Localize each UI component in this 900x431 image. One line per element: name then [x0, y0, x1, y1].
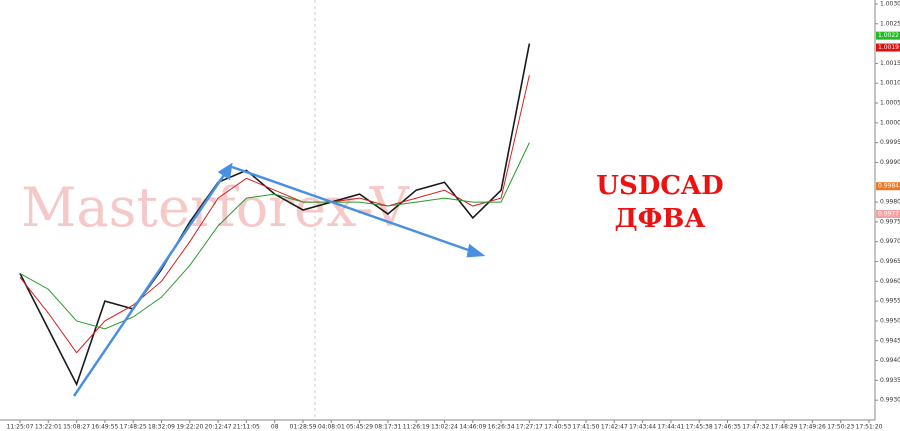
x-tick-label: 17:48:29 [771, 424, 798, 431]
x-tick-label: 13:02:24 [431, 424, 458, 431]
x-tick-label: 13:22:01 [35, 424, 62, 431]
x-tick-label: 15:08:27 [63, 424, 90, 431]
price-tag [876, 209, 900, 218]
x-tick-label: 17:47:32 [742, 424, 769, 431]
price-tag-label: 0.9977 [878, 210, 899, 217]
y-tick-label: 0.9975 [880, 218, 900, 225]
x-tick-label: 11:25:07 [7, 424, 34, 431]
x-tick-label: 17:49:26 [799, 424, 826, 431]
x-tick-label: 17:48:25 [120, 424, 147, 431]
x-tick-label: 16:49:55 [91, 424, 118, 431]
y-tick-label: 0.9970 [880, 238, 900, 245]
price-tag [876, 31, 900, 40]
x-tick-label: 11:26:19 [403, 424, 430, 431]
x-tick-label: 05:45:29 [346, 424, 373, 431]
y-tick-label: 1.0005 [880, 100, 900, 107]
y-tick-label: 0.9965 [880, 258, 900, 265]
y-tick-label: 0.9980 [880, 199, 900, 206]
x-tick-label: 16:26:34 [488, 424, 515, 431]
chart-subtitle: ДФВА [615, 204, 706, 234]
y-tick-label: 0.9955 [880, 298, 900, 305]
x-tick-label: 17:41:50 [573, 424, 600, 431]
x-tick-label: 17:27:17 [516, 424, 543, 431]
x-tick-label: 20:12:47 [205, 424, 232, 431]
x-tick-label: 17:46:35 [714, 424, 741, 431]
price-tag-label: 1.0022 [878, 32, 899, 39]
y-tick-label: 0.9950 [880, 317, 900, 324]
y-tick-label: 1.0025 [880, 20, 900, 27]
y-tick-label: 0.9945 [880, 337, 900, 344]
price-tag-label: 0.9984 [878, 183, 899, 190]
x-tick-label: 17:40:53 [544, 424, 571, 431]
y-tick-label: 0.9960 [880, 278, 900, 285]
y-tick-label: 0.9995 [880, 139, 900, 146]
y-tick-label: 1.0000 [880, 119, 900, 126]
price-tag [876, 43, 900, 52]
x-tick-label: 17:42:47 [601, 424, 628, 431]
price-tag [876, 182, 900, 191]
series-line [19, 75, 530, 354]
x-tick-label: 21:11:05 [233, 424, 260, 431]
y-tick-label: 1.0030 [880, 0, 900, 7]
x-tick-label: 08:17:31 [374, 424, 401, 431]
x-tick-label: 01:28:59 [290, 424, 317, 431]
x-tick-label: 18:32:09 [148, 424, 175, 431]
y-tick-label: 0.9990 [880, 159, 900, 166]
x-tick-label: 08 [271, 424, 279, 431]
x-tick-label: 14:46:09 [459, 424, 486, 431]
y-tick-label: 0.9940 [880, 357, 900, 364]
y-tick-label: 0.9930 [880, 397, 900, 404]
x-tick-label: 17:44:41 [657, 424, 684, 431]
x-tick-label: 19:22:20 [176, 424, 203, 431]
arrows [72, 162, 486, 397]
chart-title: USDCAD [596, 171, 723, 201]
x-tick-label: 17:51:20 [856, 424, 883, 431]
x-tick-label: 17:43:44 [629, 424, 656, 431]
x-tick-label: 17:45:38 [686, 424, 713, 431]
x-tick-label: 17:50:23 [827, 424, 854, 431]
y-tick-label: 0.9935 [880, 377, 900, 384]
y-tick-label: 1.0010 [880, 80, 900, 87]
price-tag-label: 1.0019 [878, 44, 899, 51]
x-tick-label: 04:08:01 [318, 424, 345, 431]
y-tick-label: 1.0015 [880, 60, 900, 67]
series-line [19, 142, 530, 330]
